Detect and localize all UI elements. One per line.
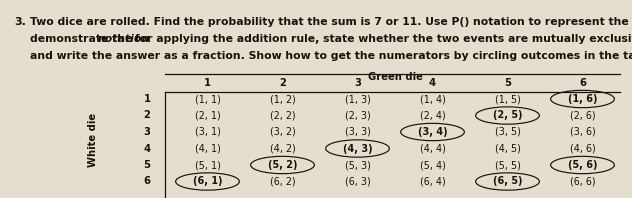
Text: 4: 4 <box>143 144 150 153</box>
Text: (3, 4): (3, 4) <box>418 127 447 137</box>
Text: (3, 1): (3, 1) <box>195 127 221 137</box>
Text: (5, 1): (5, 1) <box>195 160 221 170</box>
Text: (6, 2): (6, 2) <box>270 176 295 187</box>
Text: (4, 3): (4, 3) <box>343 144 372 153</box>
Text: (4, 2): (4, 2) <box>270 144 295 153</box>
Text: 2: 2 <box>279 78 286 88</box>
Text: 1: 1 <box>204 78 211 88</box>
Text: (1, 6): (1, 6) <box>568 94 597 104</box>
Text: Two dice are rolled. Find the probability that the sum is 7 or 11. Use P() notat: Two dice are rolled. Find the probabilit… <box>30 17 632 27</box>
Text: 1: 1 <box>143 94 150 104</box>
Text: (1, 4): (1, 4) <box>420 94 446 104</box>
Text: for applying the addition rule, state whether the two events are mutually exclus: for applying the addition rule, state wh… <box>131 34 632 44</box>
Text: (5, 3): (5, 3) <box>344 160 370 170</box>
Text: (4, 1): (4, 1) <box>195 144 221 153</box>
Text: 5: 5 <box>143 160 150 170</box>
Text: notation: notation <box>97 34 150 44</box>
Text: (2, 1): (2, 1) <box>195 110 221 121</box>
Text: 6: 6 <box>579 78 586 88</box>
Text: (6, 5): (6, 5) <box>493 176 522 187</box>
Text: (1, 3): (1, 3) <box>344 94 370 104</box>
Text: 2: 2 <box>143 110 150 121</box>
Text: 3: 3 <box>354 78 361 88</box>
Text: (2, 3): (2, 3) <box>344 110 370 121</box>
Text: Green die: Green die <box>368 72 422 82</box>
Text: (5, 5): (5, 5) <box>495 160 520 170</box>
Text: and write the answer as a fraction. Show how to get the numerators by circling o: and write the answer as a fraction. Show… <box>30 51 632 61</box>
Text: (1, 5): (1, 5) <box>495 94 520 104</box>
Text: (2, 4): (2, 4) <box>420 110 446 121</box>
Text: (1, 1): (1, 1) <box>195 94 221 104</box>
Text: (3, 3): (3, 3) <box>344 127 370 137</box>
Text: 3.: 3. <box>14 17 26 27</box>
Text: (4, 5): (4, 5) <box>495 144 520 153</box>
Text: (1, 2): (1, 2) <box>270 94 295 104</box>
Text: (3, 2): (3, 2) <box>270 127 295 137</box>
Text: (6, 1): (6, 1) <box>193 176 222 187</box>
Text: 6: 6 <box>143 176 150 187</box>
Text: (6, 3): (6, 3) <box>344 176 370 187</box>
Text: White die: White die <box>88 113 98 167</box>
Text: (2, 2): (2, 2) <box>270 110 295 121</box>
Text: (5, 6): (5, 6) <box>568 160 597 170</box>
Text: (4, 6): (4, 6) <box>569 144 595 153</box>
Text: (3, 6): (3, 6) <box>569 127 595 137</box>
Text: (3, 5): (3, 5) <box>495 127 520 137</box>
Text: (2, 6): (2, 6) <box>569 110 595 121</box>
Text: (6, 6): (6, 6) <box>569 176 595 187</box>
Text: demonstrate the: demonstrate the <box>30 34 136 44</box>
Text: 3: 3 <box>143 127 150 137</box>
Text: (5, 2): (5, 2) <box>268 160 297 170</box>
Text: (5, 4): (5, 4) <box>420 160 446 170</box>
Text: (6, 4): (6, 4) <box>420 176 446 187</box>
Text: 5: 5 <box>504 78 511 88</box>
Text: 4: 4 <box>429 78 436 88</box>
Text: (4, 4): (4, 4) <box>420 144 446 153</box>
Text: (2, 5): (2, 5) <box>493 110 522 121</box>
